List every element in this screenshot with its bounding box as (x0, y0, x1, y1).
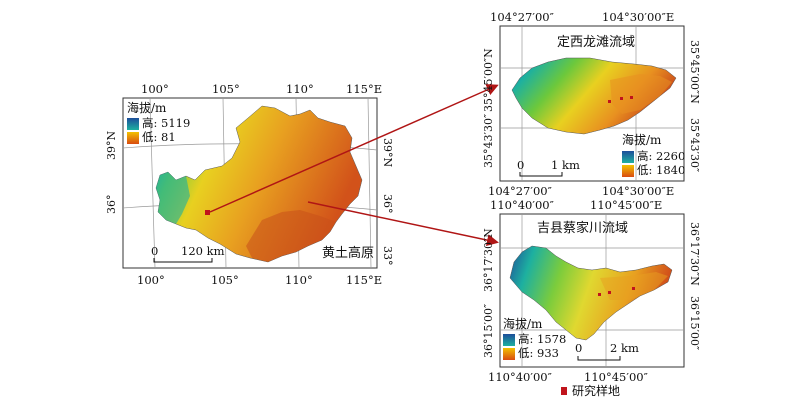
inset-bottom-title: 吉县蔡家川流域 (537, 221, 629, 236)
arrow-to-top-inset (209, 84, 499, 213)
main-bottom-tick-1: 100° (137, 273, 165, 287)
inset-bottom-legend-low-swatch (503, 348, 515, 360)
main-bottom-tick-4: 115°E (346, 273, 383, 287)
inset-top-legend-low: 低: 1840 (637, 163, 686, 177)
sample-legend-swatch (561, 387, 567, 395)
inset-top-legend-high: 高: 2260 (637, 149, 686, 163)
inset-bottom-right-tick-1: 36°17′30″N (688, 222, 701, 286)
inset-bottom-legend-high-swatch (503, 334, 515, 346)
main-legend-low: 低: 81 (142, 130, 176, 144)
inset-bottom-watershed (509, 245, 673, 341)
inset-top-scale-bar (519, 172, 563, 177)
inset-top-right-tick-1: 35°45′00″N (688, 40, 701, 104)
region-label: 黄土高原 (322, 246, 375, 261)
inset-top-top-tick-1: 104°27′00″ (490, 10, 554, 24)
inset-bottom-legend-low: 低: 933 (518, 346, 559, 360)
main-legend-high-swatch (127, 118, 139, 130)
inset-top-left-tick-2: 35°43′30″ (482, 113, 495, 168)
inset-bottom-left-tick-1: 36°17′30″N (482, 228, 495, 292)
inset-bottom-scale-zero: 0 (575, 341, 583, 355)
main-scale-label: 120 km (181, 244, 225, 258)
inset-bottom-right-tick-2: 36°15′00″ (688, 296, 701, 351)
inset-bottom-bottom-tick-2: 110°45′00″ (584, 370, 648, 384)
inset-top-right-tick-2: 35°43′30″ (688, 118, 701, 173)
inset-bottom-legend-high: 高: 1578 (518, 332, 567, 346)
inset-top-left-tick-1: 35°45′00″N (482, 48, 495, 112)
inset-bottom-left-tick-2: 36°15′00″ (482, 303, 495, 358)
inset-bottom-bottom-tick-1: 110°40′00″ (488, 370, 552, 384)
inset-top-title: 定西龙滩流域 (557, 35, 636, 50)
inset-bottom-scale-bar (577, 356, 621, 361)
main-right-tick-2: 36° (381, 194, 394, 214)
main-left-tick-1: 39°N (105, 130, 118, 160)
main-top-tick-4: 115°E (346, 82, 383, 96)
main-left-tick-2: 36° (105, 194, 118, 215)
main-scale-zero: 0 (151, 244, 159, 258)
main-legend-low-swatch (127, 132, 139, 144)
inset-bottom-scale-label: 2 km (610, 341, 639, 355)
inset-top-bottom-tick-1: 104°27′00″ (488, 184, 552, 198)
main-top-tick-1: 100° (141, 82, 169, 96)
main-right-tick-3: 33° (381, 246, 394, 266)
main-top-tick-3: 110° (286, 82, 314, 96)
main-legend-high: 高: 5119 (142, 116, 191, 130)
inset-top-legend-high-swatch (622, 151, 634, 163)
main-bottom-tick-3: 110° (285, 273, 313, 287)
inset-bottom-sample-points (598, 287, 635, 296)
main-bottom-tick-2: 105° (211, 273, 239, 287)
inset-top-top-tick-2: 104°30′00″E (602, 10, 675, 24)
inset-bottom-top-tick-1: 110°40′00″ (490, 198, 554, 212)
inset-top-scale-zero: 0 (517, 158, 525, 172)
inset-top-legend-title: 海拔/m (622, 133, 662, 147)
inset-top-scale-label: 1 km (551, 158, 580, 172)
inset-top-sample-points (608, 96, 633, 103)
main-top-tick-2: 105° (212, 82, 240, 96)
main-sample-point (205, 210, 210, 215)
inset-bottom-legend-title: 海拔/m (503, 317, 543, 331)
inset-top-legend-low-swatch (622, 165, 634, 177)
sample-legend-label: 研究样地 (572, 384, 621, 398)
main-legend-title: 海拔/m (127, 101, 167, 115)
main-scale-bar (153, 258, 213, 263)
main-right-tick-1: 39°N (381, 138, 394, 168)
inset-bottom-top-tick-2: 110°45′00″E (590, 198, 663, 212)
arrow-to-bottom-inset (307, 201, 499, 246)
inset-top-bottom-tick-2: 104°30′00″E (602, 184, 675, 198)
